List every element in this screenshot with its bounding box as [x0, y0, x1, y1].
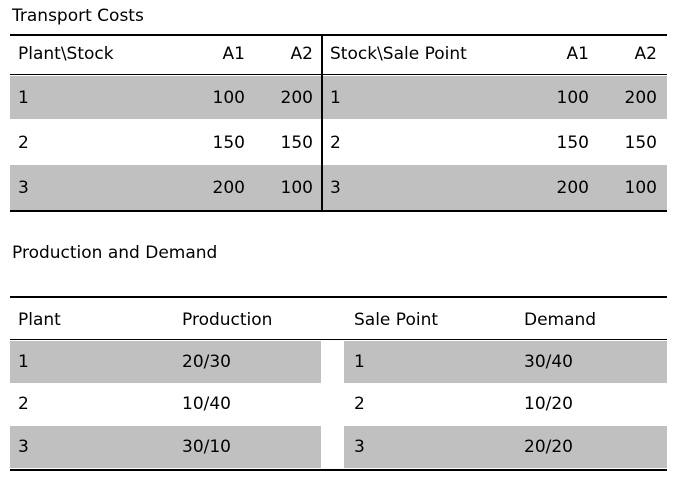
table-cell: 3 — [354, 437, 365, 457]
table-cell: 100 — [556, 88, 589, 108]
table-cell: 3 — [18, 437, 29, 457]
table-cell: 2 — [354, 394, 365, 414]
table-row: 1 20/30 1 30/40 — [10, 341, 667, 384]
table-row: 2 10/40 2 10/20 — [10, 383, 667, 426]
table-cell: 20/30 — [182, 352, 231, 372]
table-cell: 30/40 — [524, 352, 573, 372]
table-top-rule — [10, 296, 667, 298]
table-cell: 20/20 — [524, 437, 573, 457]
table-cell: 3 — [18, 178, 29, 198]
header-rule — [10, 74, 667, 75]
table-cell: 100 — [212, 88, 245, 108]
column-divider — [321, 34, 323, 212]
production-demand-title: Production and Demand — [12, 243, 218, 263]
table-bottom-rule — [10, 210, 667, 212]
table-cell: 150 — [280, 133, 313, 153]
header-production: Production — [182, 310, 273, 330]
header-plant: Plant — [18, 310, 61, 330]
row-band — [10, 165, 667, 210]
header-a2: A2 — [290, 44, 313, 64]
row-band — [344, 426, 667, 468]
table-top-rule — [10, 34, 667, 36]
header-sale-point: Sale Point — [354, 310, 439, 330]
table-cell: 100 — [280, 178, 313, 198]
header-plant-stock: Plant\Stock — [18, 44, 114, 64]
row-band — [10, 76, 667, 119]
row-band — [10, 426, 321, 468]
table-cell: 2 — [18, 394, 29, 414]
production-demand-table: Plant Production Sale Point Demand 1 20/… — [10, 296, 667, 474]
header-rule — [10, 339, 667, 340]
table-row: 3 30/10 3 20/20 — [10, 426, 667, 469]
table-cell: 2 — [18, 133, 29, 153]
table-cell: 1 — [330, 88, 341, 108]
table-cell: 30/10 — [182, 437, 231, 457]
table-cell: 10/20 — [524, 394, 573, 414]
row-band — [10, 341, 321, 383]
header-stock-salepoint: Stock\Sale Point — [330, 44, 467, 64]
table-cell: 200 — [280, 88, 313, 108]
table-cell: 150 — [556, 133, 589, 153]
table-cell: 150 — [624, 133, 657, 153]
header-a1: A1 — [566, 44, 589, 64]
table-cell: 200 — [556, 178, 589, 198]
header-a1: A1 — [222, 44, 245, 64]
table-cell: 10/40 — [182, 394, 231, 414]
header-a2: A2 — [634, 44, 657, 64]
table-cell: 3 — [330, 178, 341, 198]
table-row: 3 200 100 3 200 100 — [10, 166, 667, 211]
transport-costs-table: Plant\Stock A1 A2 Stock\Sale Point A1 A2… — [10, 34, 667, 213]
header-demand: Demand — [524, 310, 597, 330]
row-band — [344, 341, 667, 383]
table-cell: 1 — [18, 352, 29, 372]
transport-costs-title: Transport Costs — [12, 6, 144, 26]
table-cell: 1 — [354, 352, 365, 372]
table-cell: 150 — [212, 133, 245, 153]
table-row: 2 150 150 2 150 150 — [10, 121, 667, 166]
table-cell: 200 — [212, 178, 245, 198]
table-bottom-rule — [10, 469, 667, 471]
table-cell: 2 — [330, 133, 341, 153]
table-cell: 1 — [18, 88, 29, 108]
table-cell: 100 — [624, 178, 657, 198]
table-cell: 200 — [624, 88, 657, 108]
table-row: 1 100 200 1 100 200 — [10, 76, 667, 121]
